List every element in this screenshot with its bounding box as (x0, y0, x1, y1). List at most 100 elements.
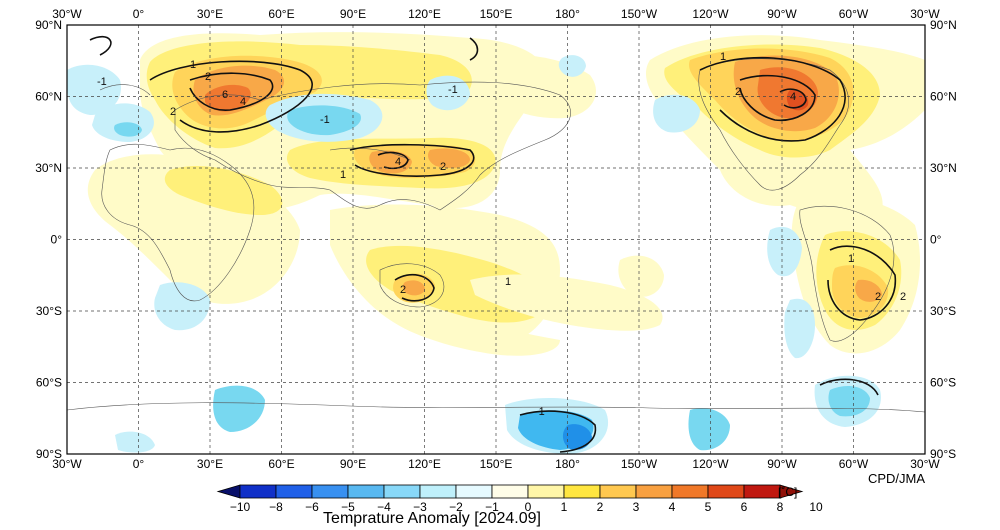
anomaly-region-alaska (653, 94, 700, 133)
top-axis-label: 30°E (197, 7, 223, 21)
colorbar-tick-label: 3 (633, 500, 640, 514)
colorbar-swatch (707, 484, 745, 499)
top-axis-label: 90°E (340, 7, 366, 21)
contour-label: 4 (240, 96, 246, 108)
top-axis-label: 180° (555, 7, 580, 21)
colorbar-tick-label: 6 (741, 500, 748, 514)
right-axis-label: 90°S (930, 447, 956, 461)
bottom-axis-label: 30°W (52, 457, 82, 471)
left-axis-label: 0° (51, 233, 63, 247)
colorbar-tick-label: 5 (705, 500, 712, 514)
top-axis-label: 30°W (910, 7, 940, 21)
anomaly-region-australia-2 (402, 280, 425, 296)
contour-label: 2 (400, 284, 406, 296)
bottom-axis: 30°W 0° 30°E 60°E 90°E 120°E 150°E 180° … (52, 457, 940, 471)
anomaly-region-e-antarctica (213, 385, 265, 432)
colorbar-tick-label: −1 (485, 500, 499, 514)
colorbar-tick-label: 8 (777, 500, 784, 514)
left-axis-label: 60°S (36, 376, 62, 390)
colorbar-swatch (239, 484, 277, 499)
colorbar-swatch (455, 484, 493, 499)
left-axis-label: 60°N (35, 90, 62, 104)
top-axis-label: 150°E (480, 7, 513, 21)
anomaly-region-eurasia-5 (205, 84, 251, 112)
contour-label: 4 (790, 91, 796, 103)
anomaly-region-greenland (67, 64, 121, 115)
colorbar-swatch (275, 484, 313, 499)
bottom-axis-label: 120°E (408, 457, 441, 471)
contour-labels: -1 1 2 4 6 2 4 -1 -1 1 2 4 2 1 2 1 2 1 2… (97, 51, 906, 418)
top-axis-label: 60°E (268, 7, 294, 21)
bottom-axis-label: 120°W (692, 457, 729, 471)
bottom-axis-label: 90°W (767, 457, 797, 471)
colorbar-swatch (491, 484, 529, 499)
colorbar-swatch (347, 484, 385, 499)
bottom-axis-label: 150°E (480, 457, 513, 471)
right-axis: 90°N 60°N 30°N 0° 30°S 60°S 90°S (930, 18, 957, 461)
contour-label: 2 (735, 86, 741, 98)
anomaly-region-s-atlantic-ice (115, 431, 155, 453)
right-axis-label: 60°N (930, 90, 957, 104)
colorbar-swatch (383, 484, 421, 499)
colorbar-swatch (419, 484, 457, 499)
anomaly-region-ross-sea-3 (562, 424, 592, 450)
colorbar-tick-label: −2 (449, 500, 463, 514)
contour-label: 2 (205, 71, 211, 83)
colorbar-swatch (311, 484, 349, 499)
anomaly-region-south-america-4 (855, 279, 882, 302)
anomaly-region-bering (558, 55, 586, 77)
colorbar-unit: [˚C] (778, 485, 797, 499)
contour-label: 6 (222, 89, 228, 101)
map-frame (66, 24, 926, 455)
colorbar-tick-label: 10 (809, 500, 823, 514)
bottom-axis-label: 30°E (197, 457, 223, 471)
colorbar-swatch (216, 484, 241, 499)
colorbar-tick-label: 4 (669, 500, 676, 514)
colorbar-tick-label: −5 (341, 500, 355, 514)
grid-lines (67, 25, 925, 454)
anomaly-region-peru-coast (784, 298, 815, 359)
left-axis-label: 90°N (35, 18, 62, 32)
colorbar-tick-label: 2 (597, 500, 604, 514)
colorbar-swatch (743, 484, 781, 499)
colorbar-swatch (527, 484, 565, 499)
colorbar-tick-label: −10 (230, 500, 251, 514)
anomaly-region-west-siberia-2 (287, 105, 361, 136)
anomaly-region-southern-ocean (385, 300, 560, 356)
anomaly-region-atlantic-south (154, 282, 210, 331)
contour-label: 4 (395, 156, 401, 168)
colorbar-tick-label: 1 (561, 500, 568, 514)
top-axis-label: 60°W (839, 7, 869, 21)
top-axis-label: 120°E (408, 7, 441, 21)
top-axis: 30°W 0° 30°E 60°E 90°E 120°E 150°E 180° … (52, 7, 940, 21)
contour-label: 1 (190, 59, 196, 71)
bottom-axis-label: 0° (133, 457, 145, 471)
contour-label: 1 (505, 276, 511, 288)
left-axis-label: 30°S (36, 304, 62, 318)
bottom-axis-label: 90°E (340, 457, 366, 471)
right-axis-label: 0° (930, 233, 942, 247)
colorbar: −10 −8 −6 −5 −4 −3 −2 −1 0 1 2 3 4 5 6 8 10 (216, 484, 823, 514)
colorbar-tick-label: 0 (525, 500, 532, 514)
contour-label: 1 (720, 51, 726, 63)
colorbar-swatch (671, 484, 709, 499)
anomaly-region-central-asia-4 (428, 148, 470, 168)
colorbar-tick-label: −8 (269, 500, 283, 514)
colorbar-tick-label: −6 (305, 500, 319, 514)
anomaly-region-west-siberia-3 (426, 75, 470, 111)
top-axis-label: 120°W (692, 7, 729, 21)
anomaly-region-africa-2 (164, 165, 283, 215)
contour-label: -1 (448, 84, 458, 96)
top-axis-label: 150°W (621, 7, 658, 21)
right-axis-label: 30°N (930, 161, 957, 175)
contour-label: -1 (535, 406, 545, 418)
contour-label: 1 (848, 253, 854, 265)
anomaly-region-pacific-subtropic (470, 274, 663, 331)
colorbar-swatch (599, 484, 637, 499)
anomaly-region-pacific-south (618, 255, 664, 297)
colorbar-swatch (779, 484, 804, 499)
contour-label: -1 (97, 76, 107, 88)
bottom-axis-label: 180° (555, 457, 580, 471)
bottom-axis-label: 30°W (910, 457, 940, 471)
